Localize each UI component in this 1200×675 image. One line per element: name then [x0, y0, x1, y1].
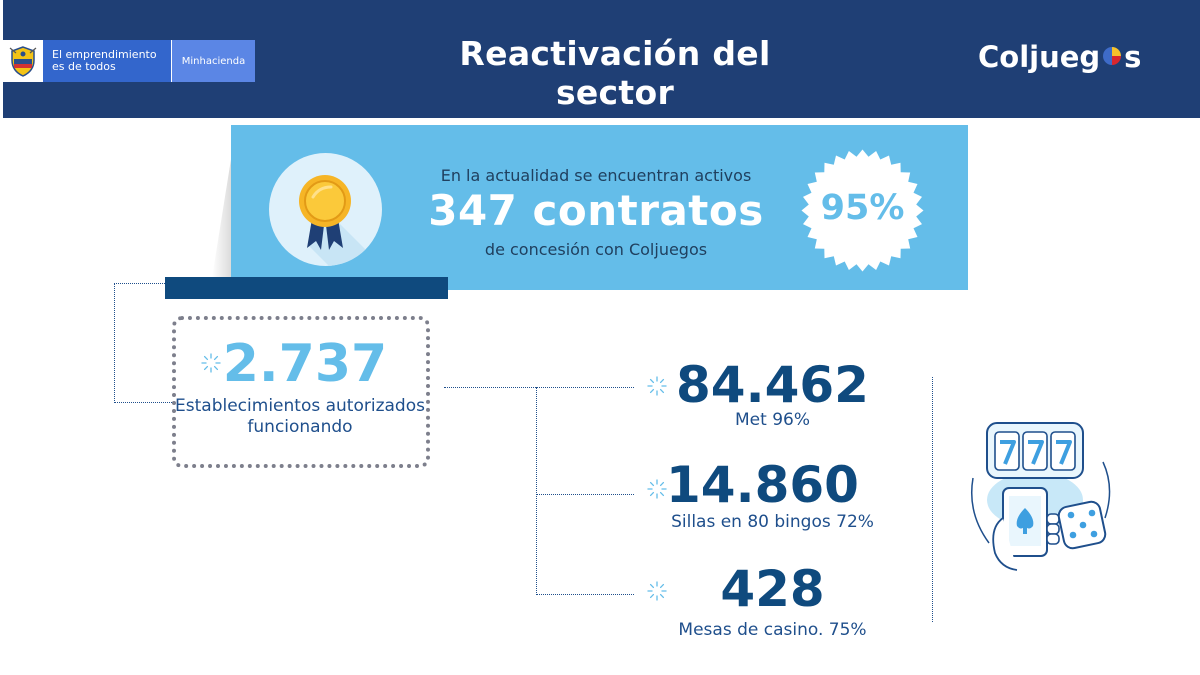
sparkle-icon: [647, 479, 667, 499]
connector-line: [444, 387, 634, 388]
establishments-label: Establecimientos autorizados funcionando: [175, 396, 425, 437]
stat-label-casino: Mesas de casino. 75%: [678, 620, 867, 640]
slot-machine-phone-dice-icon: [970, 422, 1111, 571]
separator-line: [932, 377, 933, 622]
stat-value-bingo: 14.860: [666, 456, 859, 514]
government-logo-badge: El emprendimiento es de todos Minhaciend…: [3, 40, 255, 82]
stat-value-casino: 428: [720, 560, 825, 618]
badge-seal-icon: [801, 149, 924, 272]
contracts-intro-text: En la actualidad se encuentran activos: [440, 166, 752, 185]
connector-line: [114, 283, 165, 284]
gov-slogan-text: El emprendimiento es de todos: [43, 40, 171, 82]
ministry-label: Minhacienda: [171, 40, 255, 82]
connector-line: [114, 402, 172, 403]
page-title: Reactivación del sector: [459, 34, 771, 112]
coljuegos-logo: Coljueg s: [978, 40, 1141, 74]
establishments-value: 2.737: [222, 334, 388, 394]
accent-bar: [165, 277, 448, 299]
contracts-percent: 95%: [820, 188, 905, 228]
establishments-box: [172, 316, 430, 468]
connector-line: [536, 494, 634, 495]
contracts-concession-text: de concesión con Coljuegos: [484, 240, 708, 259]
award-medal-icon: [269, 153, 382, 266]
stat-label-bingo: Sillas en 80 bingos 72%: [671, 512, 874, 532]
colombia-crest-icon: [3, 40, 43, 82]
stat-label-machines: Met 96%: [735, 410, 810, 430]
sparkle-icon: [647, 581, 667, 601]
connector-line: [114, 283, 115, 403]
connector-line: [536, 594, 634, 595]
sparkle-icon: [647, 376, 667, 396]
stat-value-machines: 84.462: [676, 356, 869, 414]
brand-flag-mark-icon: [1101, 40, 1123, 74]
contracts-highlight: 347 contratos: [428, 186, 764, 235]
brand-text-prefix: Coljueg: [978, 40, 1101, 74]
brand-text-suffix: s: [1124, 40, 1142, 74]
connector-line: [536, 387, 537, 595]
sparkle-icon: [201, 353, 221, 373]
